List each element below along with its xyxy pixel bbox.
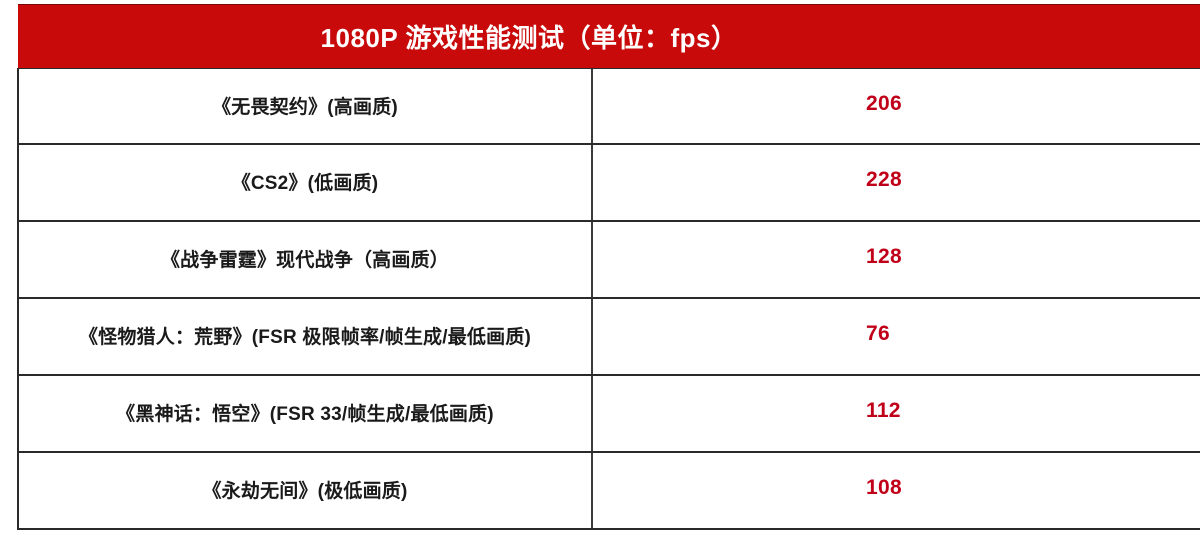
fps-value-cell: 206 — [593, 69, 1200, 143]
game-name-cell: 《黑神话：悟空》(FSR 33/帧生成/最低画质) — [19, 376, 593, 451]
game-name-cell: 《怪物猎人：荒野》(FSR 极限帧率/帧生成/最低画质) — [19, 299, 593, 374]
game-name-label: 《怪物猎人：荒野》(FSR 极限帧率/帧生成/最低画质) — [78, 327, 532, 348]
fps-value-label: 206 — [866, 92, 902, 115]
table-body: 《无畏契约》(高画质) 206 《CS2》(低画质) 228 《战争雷霆》现代战… — [17, 68, 1200, 530]
fps-value-label: 76 — [866, 322, 890, 345]
game-name-cell: 《CS2》(低画质) — [19, 145, 593, 220]
game-name-label: 《无畏契约》(高画质) — [212, 97, 398, 118]
fps-value-label: 228 — [866, 168, 902, 191]
table-row: 《黑神话：悟空》(FSR 33/帧生成/最低画质) 112 — [19, 376, 1200, 453]
game-name-cell: 《永劫无间》(极低画质) — [19, 453, 593, 528]
game-name-label: 《战争雷霆》现代战争（高画质） — [160, 250, 449, 271]
fps-value-cell: 108 — [593, 453, 1200, 528]
fps-value-label: 112 — [866, 399, 901, 422]
table-row: 《无畏契约》(高画质) 206 — [19, 68, 1200, 145]
game-name-cell: 《无畏契约》(高画质) — [19, 69, 593, 143]
benchmark-table: 1080P 游戏性能测试（单位：fps） 《无畏契约》(高画质) 206 《CS… — [17, 4, 1200, 530]
table-row: 《战争雷霆》现代战争（高画质） 128 — [19, 222, 1200, 299]
fps-value-cell: 112 — [593, 376, 1200, 451]
game-name-label: 《黑神话：悟空》(FSR 33/帧生成/最低画质) — [116, 404, 494, 425]
game-name-label: 《永劫无间》(极低画质) — [202, 481, 408, 502]
game-name-label: 《CS2》(低画质) — [231, 173, 379, 194]
fps-value-cell: 228 — [593, 145, 1200, 220]
table-row: 《CS2》(低画质) 228 — [19, 145, 1200, 222]
fps-value-cell: 76 — [593, 299, 1200, 374]
table-title: 1080P 游戏性能测试（单位：fps） — [320, 23, 738, 53]
fps-value-label: 108 — [866, 476, 902, 499]
fps-value-cell: 128 — [593, 222, 1200, 297]
table-row: 《永劫无间》(极低画质) 108 — [19, 453, 1200, 530]
table-row: 《怪物猎人：荒野》(FSR 极限帧率/帧生成/最低画质) 76 — [19, 299, 1200, 376]
table-header-banner: 1080P 游戏性能测试（单位：fps） — [18, 4, 1200, 68]
game-name-cell: 《战争雷霆》现代战争（高画质） — [19, 222, 593, 297]
fps-value-label: 128 — [866, 245, 902, 268]
